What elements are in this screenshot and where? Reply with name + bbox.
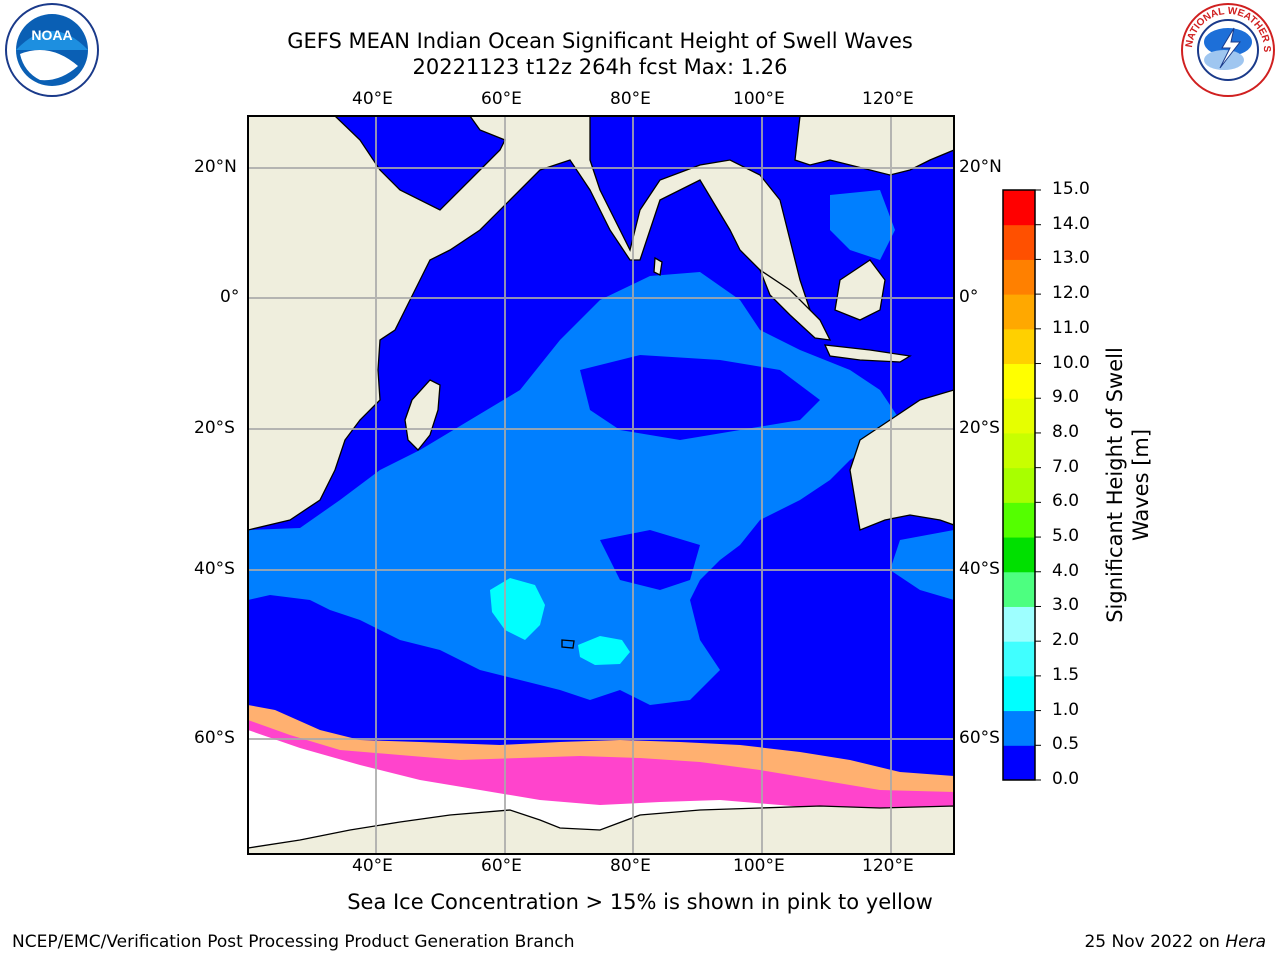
colorbar [1003,190,1035,781]
colorbar-tick-label: 10.0 [1052,352,1090,373]
colorbar-swatch [1003,745,1035,781]
colorbar-swatch [1003,328,1035,365]
colorbar-tick-label: 8.0 [1052,421,1080,442]
colorbar-tick-label: 5.0 [1052,526,1080,547]
swell-region-high-1 [490,578,545,640]
land-madagascar [404,379,441,451]
lat-tick-right-0: 0° [959,287,979,307]
colorbar-swatch [1003,641,1035,677]
swell-region-low-pocket-2 [600,530,700,590]
map-subtitle: 20221123 t12z 264h fcst Max: 1.26 [412,55,788,79]
colorbar-tick-label: 4.0 [1052,560,1080,581]
lon-tick-bottom-60e: 60°E [481,856,522,876]
footer-date: 25 Nov 2022 on Hera [1084,932,1266,952]
land-borneo [834,259,886,321]
colorbar-tick-label: 1.5 [1052,664,1080,685]
colorbar-swatch [1003,224,1035,260]
land-java [823,344,912,363]
colorbar-swatch [1003,502,1035,538]
lat-tick-left-60s: 60°S [194,728,235,748]
land-masses [248,116,954,854]
colorbar-swatch [1003,432,1035,469]
lat-tick-right-20s: 20°S [959,418,1000,438]
map-title: GEFS MEAN Indian Ocean Significant Heigh… [287,29,913,53]
colorbar-swatch [1003,294,1035,330]
colorbar-tick-label: 9.0 [1052,387,1080,408]
colorbar-title-line2: Waves [m] [1129,428,1153,542]
colorbar-title-line1: Significant Height of Swell [1103,347,1127,623]
footer-credit: NCEP/EMC/Verification Post Processing Pr… [12,932,575,952]
lon-tick-top-60e: 60°E [481,89,522,109]
land-kerguelen [561,639,575,649]
colorbar-tick-label: 14.0 [1052,213,1090,234]
noaa-logo: NOAA [5,3,99,97]
colorbar-tick-label: 1.0 [1052,699,1080,720]
lat-tick-right-40s: 40°S [959,559,1000,579]
land-sri-lanka [653,256,663,276]
noaa-logo-text: NOAA [31,27,72,43]
lon-tick-bottom-120e: 120°E [862,856,914,876]
lat-tick-right-60s: 60°S [959,728,1000,748]
colorbar-swatch [1003,363,1035,399]
lat-tick-left-20s: 20°S [194,418,235,438]
colorbar-tick-label: 2.0 [1052,630,1080,651]
sea-ice-note-text: Sea Ice Concentration > 15% is shown in … [347,890,933,914]
lon-tick-bottom-100e: 100°E [733,856,785,876]
map-plot-area [248,116,954,854]
colorbar-tick-label: 3.0 [1052,595,1080,616]
lon-tick-top-120e: 120°E [862,89,914,109]
lat-tick-left-0: 0° [220,287,240,307]
gridlines [248,116,954,854]
colorbar-title: Significant Height of Swell Waves [m] [1102,347,1154,623]
colorbar-swatch [1003,259,1035,295]
lat-tick-left-40s: 40°S [194,559,235,579]
swell-region-low-pocket [580,355,820,440]
land-se-asia [794,116,954,176]
land-antarctica [248,805,954,854]
colorbar-tick-label: 12.0 [1052,283,1090,304]
colorbar-swatch [1003,571,1035,607]
colorbar-tick-label: 6.0 [1052,491,1080,512]
nws-logo: NATIONAL WEATHER SERVICE [1178,2,1275,97]
colorbar-swatch [1003,675,1035,712]
colorbar-swatch [1003,190,1035,226]
colorbar-tick-label: 11.0 [1052,317,1090,338]
colorbar-tick-label: 13.0 [1052,248,1090,269]
lat-tick-left-20n: 20°N [194,157,237,177]
swell-region-high-2 [578,636,630,665]
footer-machine: Hera [1225,932,1266,952]
lon-tick-bottom-40e: 40°E [352,856,393,876]
colorbar-swatch [1003,606,1035,642]
colorbar-swatch [1003,398,1035,434]
colorbar-frame [1002,189,1036,781]
lat-tick-right-20n: 20°N [959,157,1002,177]
sea-ice-note: Sea Ice Concentration > 15% is shown in … [0,890,1280,914]
map-frame [247,115,955,855]
colorbar-tick-label: 7.0 [1052,456,1080,477]
lon-tick-top-100e: 100°E [733,89,785,109]
swell-region-medium-3 [830,190,895,260]
lon-tick-top-80e: 80°E [610,89,651,109]
swell-region-medium-2 [890,530,954,600]
colorbar-tick-label: 0.5 [1052,734,1080,755]
colorbar-tick-label: 0.0 [1052,769,1080,789]
footer-date-text: 25 Nov 2022 on [1084,932,1226,952]
land-australia [849,389,954,531]
colorbar-swatch [1003,537,1035,573]
lon-tick-bottom-80e: 80°E [610,856,651,876]
land-africa [248,116,812,531]
colorbar-tick-label: 15.0 [1052,179,1090,199]
colorbar-swatch [1003,467,1035,503]
lon-tick-top-40e: 40°E [352,89,393,109]
colorbar-swatch [1003,710,1035,746]
